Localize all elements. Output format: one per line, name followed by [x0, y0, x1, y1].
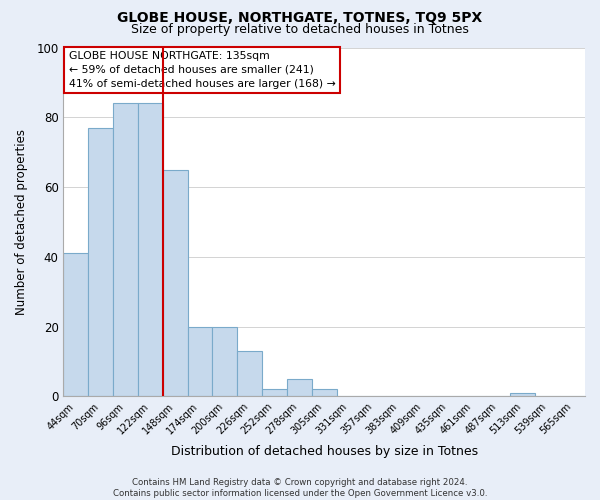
Bar	[113, 104, 138, 397]
Text: Contains HM Land Registry data © Crown copyright and database right 2024.
Contai: Contains HM Land Registry data © Crown c…	[113, 478, 487, 498]
Text: Size of property relative to detached houses in Totnes: Size of property relative to detached ho…	[131, 22, 469, 36]
Bar	[64, 254, 88, 396]
Bar	[511, 393, 535, 396]
Bar	[188, 326, 212, 396]
Bar	[212, 326, 237, 396]
Y-axis label: Number of detached properties: Number of detached properties	[15, 129, 28, 315]
Bar	[163, 170, 188, 396]
Bar	[287, 379, 312, 396]
Text: GLOBE HOUSE NORTHGATE: 135sqm
← 59% of detached houses are smaller (241)
41% of : GLOBE HOUSE NORTHGATE: 135sqm ← 59% of d…	[68, 51, 335, 89]
Bar	[262, 390, 287, 396]
Text: GLOBE HOUSE, NORTHGATE, TOTNES, TQ9 5PX: GLOBE HOUSE, NORTHGATE, TOTNES, TQ9 5PX	[118, 11, 482, 25]
Bar	[237, 351, 262, 397]
Bar	[88, 128, 113, 396]
Bar	[138, 104, 163, 397]
Bar	[312, 390, 337, 396]
X-axis label: Distribution of detached houses by size in Totnes: Distribution of detached houses by size …	[170, 444, 478, 458]
